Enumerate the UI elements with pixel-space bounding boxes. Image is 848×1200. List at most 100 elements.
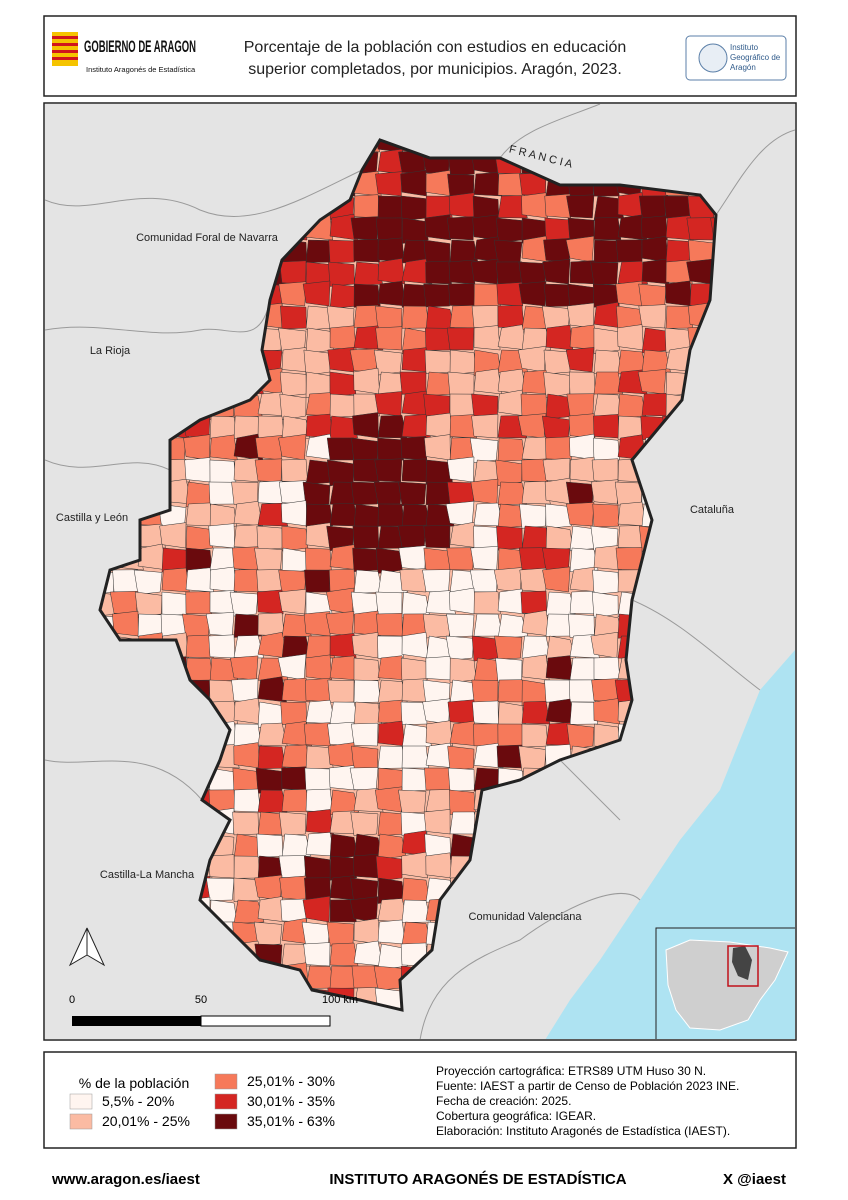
municipality bbox=[328, 261, 355, 287]
municipality bbox=[445, 501, 475, 527]
title-line: superior completados, por municipios. Ar… bbox=[248, 61, 622, 78]
municipality bbox=[520, 590, 548, 615]
region-label: Castilla y León bbox=[56, 512, 128, 524]
municipality bbox=[256, 525, 284, 551]
municipality bbox=[495, 459, 523, 487]
note-line: Elaboración: Instituto Aragonés de Estad… bbox=[436, 1124, 730, 1138]
municipality bbox=[445, 635, 475, 661]
municipality bbox=[615, 280, 643, 307]
municipality bbox=[543, 349, 571, 375]
municipality bbox=[591, 458, 619, 483]
municipality bbox=[185, 591, 213, 615]
municipality bbox=[353, 194, 382, 219]
municipality bbox=[569, 547, 599, 573]
municipality bbox=[329, 833, 358, 860]
municipality bbox=[565, 235, 595, 263]
municipality bbox=[304, 569, 331, 593]
municipality bbox=[279, 393, 307, 421]
municipality bbox=[593, 414, 620, 439]
municipality bbox=[593, 349, 623, 374]
municipality bbox=[377, 833, 407, 860]
municipality bbox=[209, 459, 237, 484]
legend-swatch bbox=[214, 1113, 238, 1130]
municipality bbox=[686, 258, 715, 285]
municipality bbox=[449, 789, 476, 815]
municipality bbox=[469, 437, 499, 463]
municipality bbox=[279, 260, 307, 285]
municipality bbox=[377, 919, 406, 945]
legend-label: 25,01% - 30% bbox=[247, 1073, 335, 1089]
municipality bbox=[401, 745, 429, 769]
municipality bbox=[352, 412, 379, 439]
legend-label: 35,01% - 63% bbox=[247, 1113, 335, 1129]
municipality bbox=[281, 833, 312, 858]
igear-globe bbox=[698, 43, 728, 73]
municipality bbox=[566, 502, 595, 527]
municipality bbox=[449, 239, 479, 264]
municipality bbox=[401, 767, 429, 792]
municipality bbox=[497, 481, 528, 506]
municipality bbox=[495, 261, 523, 285]
municipality bbox=[255, 435, 283, 461]
footer-right: X @iaest bbox=[723, 1171, 786, 1188]
municipality bbox=[399, 568, 427, 593]
municipality bbox=[518, 281, 547, 307]
municipality bbox=[593, 371, 623, 395]
municipality bbox=[425, 852, 453, 879]
municipality bbox=[401, 657, 428, 684]
municipality bbox=[472, 700, 499, 725]
municipality bbox=[375, 547, 403, 574]
municipality bbox=[233, 742, 261, 769]
municipality bbox=[545, 525, 574, 552]
municipality bbox=[493, 239, 523, 265]
municipality bbox=[593, 217, 622, 241]
municipality bbox=[109, 590, 139, 615]
municipality bbox=[208, 481, 236, 505]
municipality bbox=[401, 217, 429, 244]
municipality bbox=[281, 500, 308, 527]
municipality bbox=[568, 679, 596, 703]
municipality bbox=[374, 458, 403, 483]
municipality bbox=[615, 547, 643, 571]
municipality bbox=[473, 172, 503, 197]
municipality bbox=[353, 503, 383, 530]
municipality bbox=[473, 525, 500, 550]
municipality bbox=[351, 632, 379, 659]
logo-main: GOBIERNO DE ARAGON bbox=[84, 37, 196, 56]
municipality bbox=[497, 723, 525, 747]
municipality bbox=[326, 437, 355, 461]
municipality bbox=[349, 767, 379, 791]
municipality bbox=[471, 258, 499, 285]
municipality bbox=[422, 569, 451, 593]
municipality bbox=[518, 547, 547, 571]
municipality bbox=[569, 701, 599, 725]
municipality bbox=[232, 811, 259, 836]
municipality bbox=[257, 502, 289, 527]
municipality bbox=[401, 877, 431, 903]
municipality bbox=[231, 481, 259, 505]
header-box bbox=[43, 15, 797, 97]
municipality bbox=[568, 613, 595, 638]
municipality bbox=[208, 634, 235, 659]
municipality bbox=[373, 481, 403, 505]
igear-text: Geográfico de bbox=[730, 53, 781, 62]
municipality bbox=[473, 325, 501, 351]
municipality bbox=[233, 899, 265, 924]
municipality bbox=[278, 480, 307, 505]
municipality bbox=[232, 546, 259, 571]
municipality bbox=[641, 235, 669, 263]
municipality bbox=[353, 393, 381, 417]
municipality bbox=[425, 412, 454, 439]
municipality bbox=[377, 258, 406, 285]
municipality bbox=[569, 324, 598, 351]
municipality bbox=[470, 546, 499, 571]
legend: 5,5% - 20% 20,01% - 25% 25,01% - 30% 30,01%… bbox=[69, 1073, 335, 1130]
municipality bbox=[256, 589, 284, 615]
municipality bbox=[425, 720, 453, 747]
municipality bbox=[257, 789, 288, 813]
municipality bbox=[400, 436, 428, 461]
municipality bbox=[182, 613, 211, 639]
igear-text: Instituto bbox=[730, 43, 759, 52]
municipality bbox=[686, 217, 715, 241]
